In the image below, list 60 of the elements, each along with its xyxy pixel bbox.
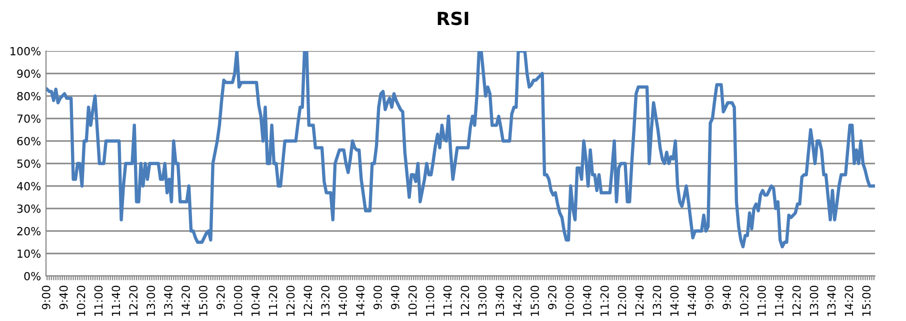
x-tick-label: 14:40 <box>356 286 364 316</box>
x-tick-label: 9:00 <box>42 286 50 310</box>
x-tick-label: 15:00 <box>530 286 539 316</box>
x-tick-label: 10:40 <box>251 286 260 316</box>
y-tick-label: 90% <box>17 69 41 78</box>
x-tick-label: 15:00 <box>198 286 208 316</box>
x-tick-label: 12:20 <box>129 286 138 316</box>
x-tick-label: 11:40 <box>774 286 784 316</box>
x-tick-label: 9:40 <box>59 286 68 310</box>
x-tick-label: 13:40 <box>164 286 172 316</box>
chart-title: RSI <box>438 12 468 26</box>
x-tick-label: 14:20 <box>844 286 854 316</box>
x-tick-label: 9:40 <box>722 286 731 310</box>
x-tick-label: 11:20 <box>600 286 609 316</box>
x-tick-label: 14:00 <box>338 286 348 316</box>
x-tick-label: 9:00 <box>374 286 382 310</box>
x-tick-label: 11:40 <box>112 286 120 316</box>
x-tick-label: 12:20 <box>460 286 470 316</box>
x-tick-label: 12:20 <box>792 286 801 316</box>
x-tick-label: 13:00 <box>478 286 487 316</box>
x-tick-label: 9:40 <box>390 286 400 310</box>
y-tick-label: 80% <box>17 92 41 100</box>
x-tick-label: 11:00 <box>757 286 766 316</box>
x-tick-label: 12:00 <box>618 286 626 316</box>
x-tick-label: 12:00 <box>286 286 295 316</box>
x-tick-label: 14:00 <box>670 286 679 316</box>
y-tick-label: 20% <box>17 226 41 236</box>
x-tick-label: 12:40 <box>304 286 312 316</box>
y-tick-label: 100% <box>10 46 41 56</box>
x-tick-label: 10:40 <box>582 286 592 316</box>
x-tick-label: 10:00 <box>234 286 242 316</box>
x-tick-label: 11:20 <box>268 286 278 316</box>
x-tick-label: 13:00 <box>810 286 818 316</box>
y-tick-label: 10% <box>18 249 41 258</box>
x-tick-label: 14:20 <box>513 286 522 316</box>
x-tick-label: 9:20 <box>548 286 556 310</box>
x-tick-label: 12:40 <box>635 286 644 316</box>
x-tick-label: 10:00 <box>565 286 574 316</box>
x-tick-label: 10:20 <box>408 286 417 316</box>
x-tick-label: 13:40 <box>827 286 836 316</box>
y-tick-label: 60% <box>17 136 41 146</box>
x-tick-label: 13:40 <box>496 286 504 316</box>
x-tick-label: 10:20 <box>740 286 748 316</box>
y-tick-label: 50% <box>17 159 41 168</box>
x-tick-label: 11:40 <box>443 286 452 316</box>
x-tick-label: 9:20 <box>216 286 225 310</box>
x-tick-label: 13:20 <box>652 286 662 316</box>
x-tick-label: 9:00 <box>705 286 714 310</box>
x-tick-label: 13:20 <box>321 286 330 316</box>
x-tick-label: 11:00 <box>94 286 103 316</box>
x-tick-label: 10:20 <box>76 286 86 316</box>
x-tick-label: 14:20 <box>182 286 190 316</box>
x-tick-label: 14:40 <box>688 286 696 316</box>
x-tick-label: 15:00 <box>862 286 871 316</box>
x-tick-label: 13:00 <box>146 286 156 316</box>
y-tick-label: 0% <box>24 272 41 280</box>
y-tick-label: 70% <box>17 114 41 123</box>
x-tick-label: 11:00 <box>426 286 434 316</box>
y-tick-label: 30% <box>17 204 41 213</box>
y-tick-label: 40% <box>16 182 41 190</box>
